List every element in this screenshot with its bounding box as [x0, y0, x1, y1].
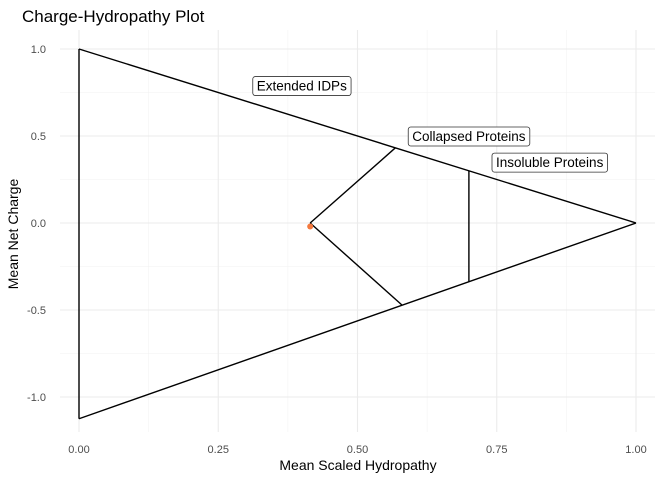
idp-upper-divider — [309, 147, 396, 224]
region-boundaries — [78, 48, 637, 420]
y-tick-label: 1.0 — [31, 44, 46, 56]
region-label-text: Collapsed Proteins — [412, 129, 526, 144]
region-labels: Extended IDPs Collapsed Proteins Insoluble… — [252, 76, 608, 173]
chart-title: Charge-Hydropathy Plot — [22, 7, 205, 26]
lower-boundary — [78, 222, 637, 420]
region-label-text: Extended IDPs — [257, 79, 347, 94]
y-tick-label: 0.5 — [31, 131, 46, 143]
y-tick-label: -0.5 — [27, 305, 46, 317]
region-label-box — [407, 126, 531, 147]
x-tick-label: 0.75 — [486, 444, 507, 456]
upper-boundary — [78, 48, 637, 224]
data-point — [307, 223, 314, 230]
y-axis-title: Mean Net Charge — [5, 179, 21, 290]
x-tick-label: 0.50 — [347, 444, 368, 456]
x-tick-label: 0.00 — [68, 444, 89, 456]
x-tick-label: 1.00 — [625, 444, 646, 456]
region-label-box — [252, 76, 352, 96]
y-tick-label: -1.0 — [27, 392, 46, 404]
axis-ticks: 0.00 0.25 0.50 0.75 1.00 1.0 0.5 0.0 -0.5 -1.0 — [27, 44, 647, 456]
region-label-text: Insoluble Proteins — [496, 155, 604, 170]
region-label-box — [491, 152, 608, 173]
region-label: Collapsed Proteins — [407, 126, 531, 147]
region-label: Insoluble Proteins — [491, 152, 608, 173]
x-axis-title: Mean Scaled Hydropathy — [279, 457, 436, 473]
region-label: Extended IDPs — [252, 76, 352, 96]
idp-lower-divider — [309, 222, 403, 306]
x-tick-label: 0.25 — [208, 444, 229, 456]
data-points — [307, 223, 314, 230]
grid — [60, 30, 655, 432]
y-tick-label: 0.0 — [31, 218, 46, 230]
